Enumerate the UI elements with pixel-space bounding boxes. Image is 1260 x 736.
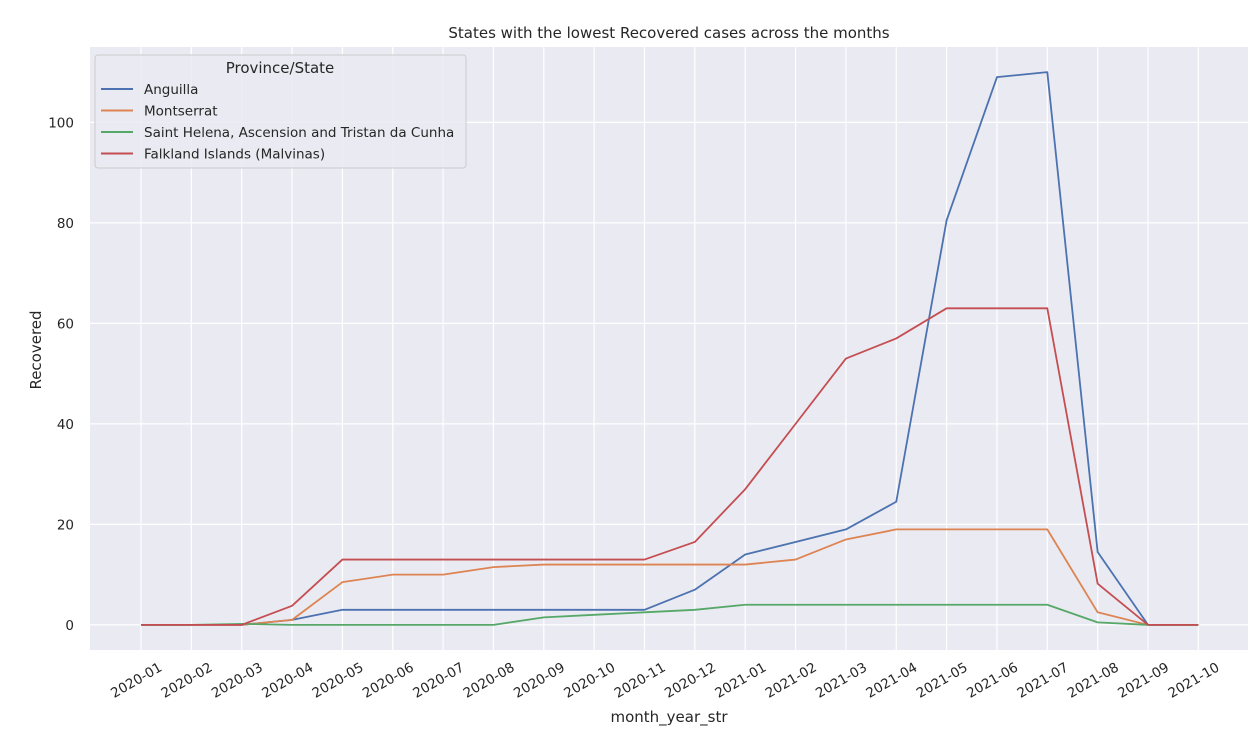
x-tick-label: 2020-07 (410, 660, 467, 702)
legend-entry: Saint Helena, Ascension and Tristan da C… (144, 125, 454, 141)
y-tick-label: 0 (65, 618, 74, 634)
x-tick-label: 2021-03 (813, 660, 870, 702)
y-axis-ticks: 0 20 40 60 80 100 (48, 115, 74, 634)
chart-title: States with the lowest Recovered cases a… (448, 24, 889, 42)
x-tick-label: 2021-09 (1115, 660, 1172, 702)
x-tick-label: 2021-06 (964, 660, 1021, 702)
x-tick-label: 2020-02 (159, 660, 216, 702)
x-tick-label: 2020-03 (209, 660, 266, 702)
series-line (141, 307, 1199, 626)
x-tick-label: 2021-05 (914, 660, 971, 702)
y-tick-label: 20 (57, 517, 74, 533)
x-tick-label: 2021-02 (763, 660, 820, 702)
y-tick-label: 60 (57, 316, 74, 332)
legend-box (94, 54, 467, 169)
x-tick-label: 2020-04 (259, 660, 316, 702)
x-tick-label: 2020-10 (561, 660, 618, 702)
x-tick-label: 2020-11 (612, 660, 669, 702)
legend-entry: Anguilla (144, 82, 198, 98)
x-tick-label: 2020-09 (511, 660, 568, 702)
series-line (141, 603, 1199, 626)
legend-entry: Falkland Islands (Malvinas) (144, 147, 325, 163)
legend: Province/State Anguilla Montserrat Saint H… (94, 54, 467, 169)
legend-title: Province/State (226, 59, 335, 77)
y-axis-label: Recovered (27, 310, 45, 389)
x-tick-label: 2020-08 (461, 660, 518, 702)
x-tick-label: 2020-01 (108, 660, 165, 702)
x-tick-label: 2021-10 (1166, 660, 1223, 702)
series-line (141, 528, 1199, 626)
x-axis-label: month_year_str (610, 708, 728, 727)
x-axis-ticks: 2020-012020-022020-032020-042020-052020-… (108, 660, 1222, 702)
series-line (141, 71, 1199, 626)
x-tick-label: 2020-06 (360, 660, 417, 702)
legend-items: Anguilla Montserrat Saint Helena, Ascensio… (101, 82, 454, 163)
x-tick-label: 2021-07 (1014, 660, 1071, 702)
x-tick-label: 2020-05 (310, 660, 367, 702)
legend-entry: Montserrat (144, 104, 218, 120)
x-tick-label: 2021-04 (863, 660, 920, 702)
x-tick-label: 2021-01 (712, 660, 769, 702)
x-tick-label: 2020-12 (662, 660, 719, 702)
series-lines (141, 71, 1199, 626)
y-tick-label: 100 (48, 115, 74, 131)
x-tick-label: 2021-08 (1065, 660, 1122, 702)
y-tick-label: 80 (57, 216, 74, 232)
y-tick-label: 40 (57, 417, 74, 433)
